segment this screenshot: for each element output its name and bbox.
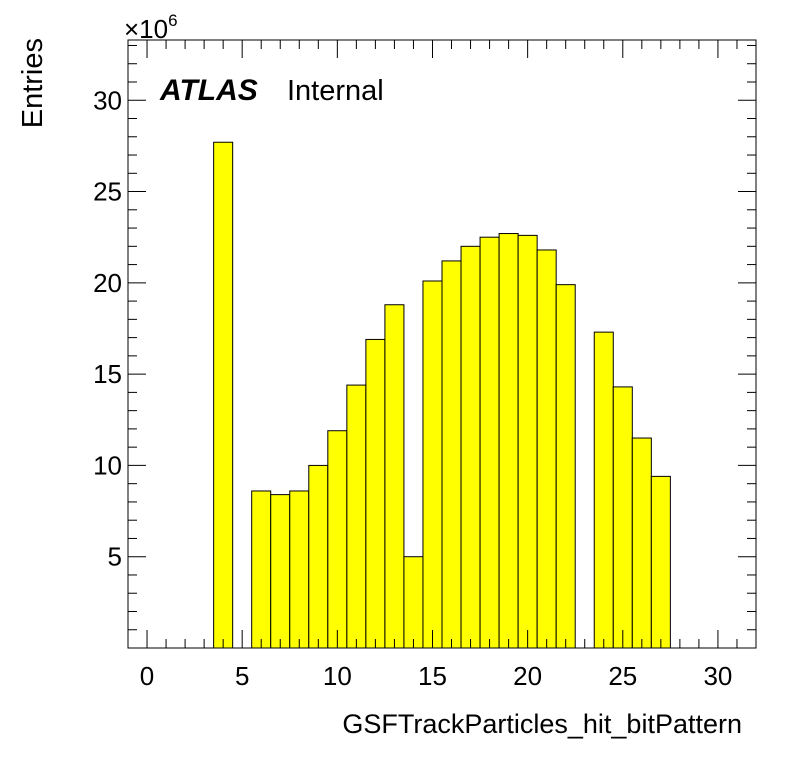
- x-axis-label: GSFTrackParticles_hit_bitPattern: [342, 709, 742, 739]
- histogram-bar: [479, 236, 500, 649]
- x-tick-label: 0: [140, 661, 154, 691]
- histogram-bar: [289, 490, 310, 649]
- y-tick-label: 20: [93, 268, 122, 298]
- histogram-bar: [612, 386, 633, 649]
- histogram-bar: [498, 233, 519, 649]
- x-tick-labels: 0 5 10 15 20 25 30: [140, 661, 733, 691]
- x-tick-label: 30: [703, 661, 732, 691]
- y-tick-label: 10: [93, 450, 122, 480]
- y-tick-label: 30: [93, 85, 122, 115]
- histogram-bar: [251, 490, 272, 649]
- histogram-bar: [308, 464, 329, 649]
- x-tick-label: 15: [418, 661, 447, 691]
- x-tick-label: 25: [608, 661, 637, 691]
- plot-frame: [127, 39, 757, 649]
- histogram-bar: [536, 249, 557, 649]
- x-tick-label: 20: [513, 661, 542, 691]
- y-axis-label: Entries: [17, 38, 49, 128]
- histogram-bar: [631, 437, 652, 649]
- histogram-bar: [403, 556, 424, 649]
- y-tick-labels: 5 10 15 20 25 30: [93, 85, 122, 571]
- histogram-bar: [517, 234, 538, 649]
- status-label: Internal: [287, 75, 384, 107]
- histogram-bars: [213, 141, 671, 649]
- y-tick-label: 5: [108, 542, 122, 572]
- y-tick-label: 25: [93, 177, 122, 207]
- histogram-bar: [346, 384, 367, 649]
- x-tick-label: 10: [323, 661, 352, 691]
- histogram-bar: [460, 245, 481, 649]
- histogram-bar: [384, 304, 405, 649]
- histogram-bar: [441, 260, 462, 649]
- atlas-label: ATLAS: [159, 74, 258, 107]
- histogram-bar: [365, 338, 386, 649]
- histogram-bar: [422, 280, 443, 649]
- axis-ticks: [128, 40, 756, 648]
- histogram-bar: [650, 475, 671, 649]
- x-tick-label: 5: [235, 661, 249, 691]
- histogram-bar: [327, 430, 348, 649]
- histogram-bar: [213, 141, 234, 649]
- histogram-bar: [555, 284, 576, 649]
- y-exponent-label: ×106: [124, 11, 178, 44]
- histogram-bar: [270, 494, 291, 649]
- histogram-bar: [593, 331, 614, 649]
- y-tick-label: 15: [93, 359, 122, 389]
